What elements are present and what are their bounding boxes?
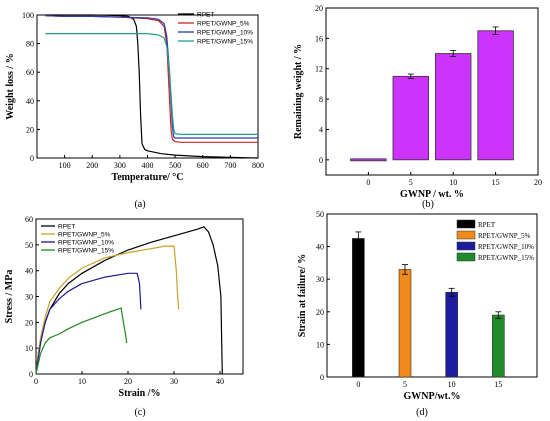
y-axis-label: Stress / MPa <box>4 270 15 324</box>
series-line-2 <box>45 15 258 139</box>
bar-3 <box>477 30 514 161</box>
legend-label-1: RPET/GWNP_5% <box>478 232 531 240</box>
x-axis-label: Temperature/ °C <box>111 172 183 183</box>
x-tick-label: 500 <box>169 161 181 170</box>
x-tick-label: 5 <box>409 178 413 187</box>
y-tick-label: 10 <box>316 340 324 349</box>
legend-label-2: RPET/GWNP_10% <box>478 243 534 251</box>
legend-swatch-1 <box>456 230 476 240</box>
legend-swatch-2 <box>456 241 476 251</box>
y-tick-label: 50 <box>25 241 33 250</box>
y-tick-label: 0 <box>319 156 323 165</box>
legend-label-0: RPET <box>478 221 496 229</box>
y-tick-label: 16 <box>315 34 323 43</box>
y-tick-label: 30 <box>316 275 324 284</box>
y-tick-label: 80 <box>26 40 34 49</box>
x-tick-label: 20 <box>534 178 542 187</box>
legend-swatch-0 <box>456 219 476 229</box>
series-line-1 <box>35 245 180 375</box>
x-tick-label: 700 <box>224 161 236 170</box>
bar-1 <box>398 269 412 378</box>
legend-label-1: RPET/GWNP_5% <box>197 21 250 28</box>
x-tick-label: 600 <box>197 161 209 170</box>
y-tick-label: 20 <box>25 318 33 327</box>
x-axis-label: Strain /% <box>119 388 161 399</box>
bar-1 <box>392 75 430 161</box>
legend-label-0: RPET <box>197 12 214 19</box>
y-tick-label: 0 <box>29 370 33 379</box>
y-tick-label: 50 <box>316 210 324 219</box>
panel-a: 0 20 40 60 80 100 100 200 300 400 500 600 700 800 RPET… <box>5 11 264 210</box>
legend-label-2: RPET/GWNP_10% <box>197 30 253 37</box>
y-tick-label: 60 <box>26 68 34 77</box>
x-tick-label: 15 <box>492 178 500 187</box>
legend-label-1: RPET/GWNP_5% <box>58 232 111 239</box>
y-tick-label: 20 <box>26 125 34 134</box>
series-line-3 <box>45 32 258 135</box>
y-axis-label: Remaining weight / % <box>293 44 304 139</box>
x-tick-label: 5 <box>403 380 407 389</box>
x-tick-label: 400 <box>142 161 154 170</box>
x-axis-label: GWNP/wt.% <box>404 391 461 402</box>
legend-label-3: RPET/GWNP_15% <box>478 254 534 262</box>
panel-b: 0 4 8 12 16 20 0 5 10 15 20 Remaining weight / % GWN… <box>293 4 542 210</box>
x-tick-label: 10 <box>448 380 456 389</box>
y-axis-label: Strain at failure/ % <box>297 254 308 337</box>
legend-label-3: RPET/GWNP_15% <box>197 39 253 46</box>
y-axis-label: Weight loss / % <box>5 53 16 119</box>
x-tick-label: 15 <box>494 380 502 389</box>
y-tick-label: 20 <box>315 4 323 13</box>
legend-label-3: RPET/GWNP_15% <box>58 248 114 255</box>
y-tick-label: 12 <box>315 65 323 74</box>
x-tick-label: 300 <box>114 161 126 170</box>
bar-2 <box>434 53 472 161</box>
plot-frame <box>326 213 538 378</box>
y-tick-label: 100 <box>22 11 34 20</box>
x-tick-label: 10 <box>449 178 457 187</box>
x-tick-label: 40 <box>216 377 224 386</box>
y-tick-label: 0 <box>320 373 324 382</box>
x-tick-label: 100 <box>59 161 71 170</box>
x-tick-label: 0 <box>366 178 370 187</box>
bar-0 <box>352 238 365 378</box>
panel-label: (d) <box>416 407 428 418</box>
x-tick-label: 0 <box>356 380 360 389</box>
y-tick-label: 0 <box>30 154 34 163</box>
legend-label-2: RPET/GWNP_10% <box>58 240 114 247</box>
plot-frame <box>325 7 539 176</box>
x-axis-label: GWNP / wt. % <box>400 189 464 200</box>
bar-0 <box>350 158 387 162</box>
x-tick-label: 800 <box>252 161 264 170</box>
bar-3 <box>492 314 505 378</box>
x-tick-label: 10 <box>78 377 86 386</box>
series-line-3 <box>35 307 128 375</box>
x-tick-label: 0 <box>34 377 38 386</box>
y-tick-label: 40 <box>25 267 33 276</box>
y-tick-label: 40 <box>26 97 34 106</box>
legend-label-0: RPET <box>58 224 75 231</box>
panel-label: (a) <box>134 199 145 210</box>
y-tick-label: 40 <box>316 243 324 252</box>
y-tick-label: 20 <box>316 308 324 317</box>
y-tick-label: 8 <box>319 95 323 104</box>
panel-label: (c) <box>134 407 145 418</box>
y-tick-label: 10 <box>25 344 33 353</box>
x-tick-label: 200 <box>86 161 98 170</box>
bar-2 <box>445 291 458 378</box>
y-tick-label: 60 <box>25 215 33 224</box>
x-tick-label: 30 <box>170 377 178 386</box>
y-tick-label: 30 <box>25 293 33 302</box>
panel-d: 0 10 20 30 40 50 0 5 10 15 RPET RPET/GWNP_5% RPET/GW… <box>297 210 538 418</box>
panel-label: (b) <box>422 199 434 210</box>
x-tick-label: 20 <box>124 377 132 386</box>
y-tick-label: 4 <box>319 125 323 134</box>
series-line-0 <box>45 14 259 159</box>
series-line-2 <box>35 272 142 375</box>
legend-swatch-3 <box>456 252 476 262</box>
